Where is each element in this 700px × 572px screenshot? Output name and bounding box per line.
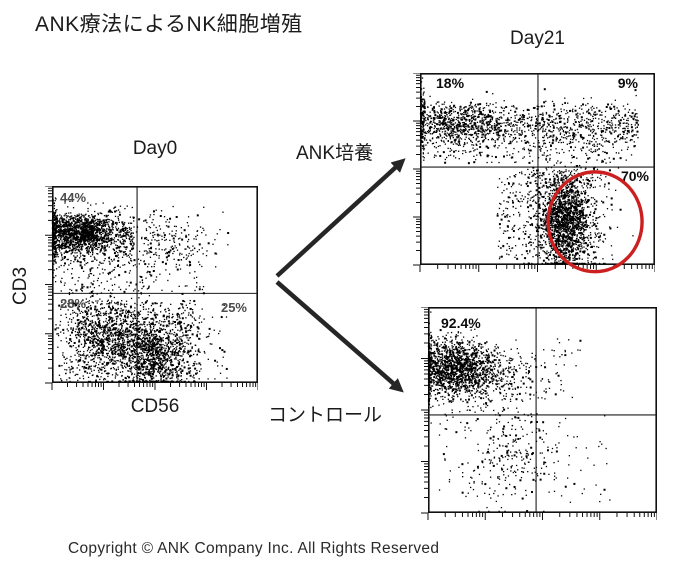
x-axis-label-cd56: CD56	[130, 396, 180, 417]
quadrant-label-control-upper-left: 92.4%	[441, 315, 481, 331]
flow-plot-day21-ank: 18% 9% 70%	[411, 73, 655, 274]
quadrant-label-day0-lower-right: 25%	[220, 300, 247, 315]
flow-plot-day21-control: 92.4%	[419, 307, 657, 522]
figure-title: ANK療法によるNK細胞増殖	[35, 13, 303, 36]
quadrant-label-day0-upper-left: 44%	[60, 190, 87, 205]
arrow-to-ank-culture	[275, 158, 406, 278]
control-scatter-canvas	[419, 307, 657, 522]
day0-plot-title: Day0	[132, 138, 178, 159]
quadrant-label-day0-lower-left: 28%	[60, 296, 87, 311]
quadrant-label-ank-upper-left: 18%	[436, 75, 465, 91]
copyright-text: Copyright © ANK Company Inc. All Rights …	[68, 540, 440, 557]
day21-ank-scatter-canvas	[411, 73, 655, 274]
y-axis-label-cd3: CD3	[10, 266, 31, 305]
control-arm-label: コントロール	[268, 405, 383, 426]
day0-scatter-canvas	[43, 186, 258, 392]
ank-culture-arm-label: ANK培養	[296, 143, 374, 164]
quadrant-label-ank-lower-right: 70%	[620, 168, 649, 184]
day21-plot-title: Day21	[510, 28, 565, 49]
quadrant-label-ank-upper-right: 9%	[617, 75, 638, 91]
arrow-to-control	[275, 280, 404, 393]
flow-plot-day0: 44% 28% 25%	[43, 186, 258, 392]
